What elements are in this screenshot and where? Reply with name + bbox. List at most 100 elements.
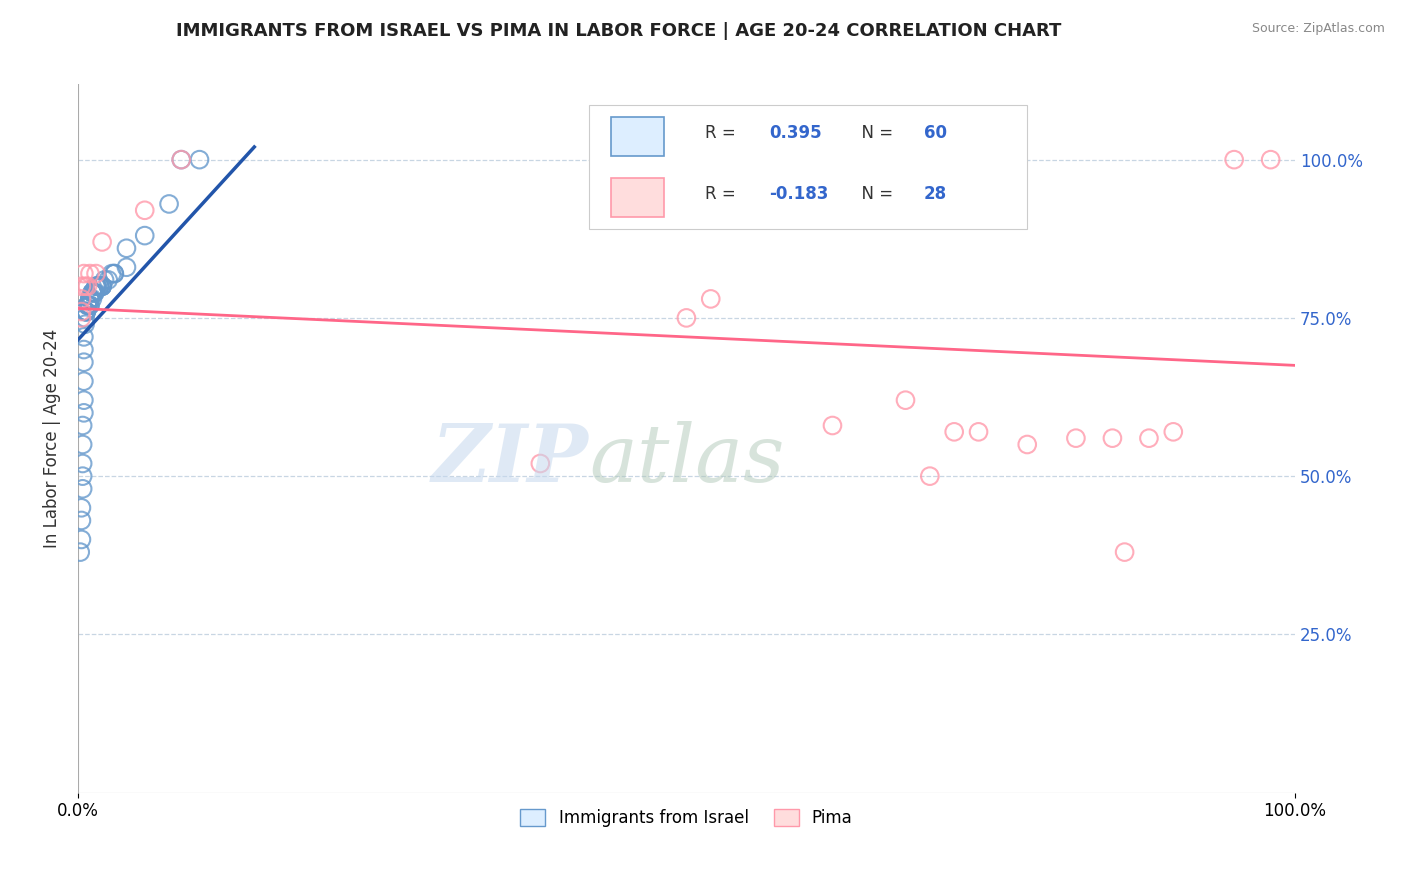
Point [82, 285, 104, 300]
Point [75, 310, 97, 325]
Point [86, 279, 108, 293]
Point [700, 292, 723, 306]
Point [188, 153, 211, 167]
Point [75, 304, 97, 318]
Point [97, 273, 120, 287]
Point [918, 469, 941, 483]
Point [83, 285, 105, 300]
Point [70, 279, 93, 293]
Point [529, 457, 551, 471]
Point [75, 304, 97, 318]
Point [967, 425, 990, 439]
Text: atlas: atlas [589, 421, 785, 499]
Point [103, 267, 125, 281]
Point [73, 355, 96, 369]
Text: IMMIGRANTS FROM ISRAEL VS PIMA IN LABOR FORCE | AGE 20-24 CORRELATION CHART: IMMIGRANTS FROM ISRAEL VS PIMA IN LABOR … [176, 22, 1062, 40]
Point [73, 267, 96, 281]
Point [115, 241, 138, 255]
Point [1101, 431, 1123, 445]
Text: 0.395: 0.395 [769, 124, 821, 143]
Point [943, 425, 966, 439]
Text: R =: R = [704, 185, 741, 202]
Point [1223, 153, 1246, 167]
Point [72, 437, 94, 451]
Point [70, 292, 93, 306]
Point [79, 292, 101, 306]
Point [75, 317, 97, 331]
Point [69, 545, 91, 559]
Point [134, 228, 156, 243]
Point [76, 298, 98, 312]
Point [72, 482, 94, 496]
Text: 28: 28 [924, 185, 946, 202]
Point [72, 469, 94, 483]
FancyBboxPatch shape [612, 118, 665, 156]
Point [675, 310, 697, 325]
Point [89, 279, 111, 293]
Point [91, 279, 114, 293]
Point [79, 298, 101, 312]
Point [70, 304, 93, 318]
Point [79, 267, 101, 281]
Point [1017, 437, 1039, 451]
Point [91, 279, 114, 293]
Point [70, 533, 93, 547]
Text: -0.183: -0.183 [769, 185, 828, 202]
Point [1114, 545, 1136, 559]
Point [72, 457, 94, 471]
Point [76, 298, 98, 312]
Point [101, 267, 124, 281]
Point [1260, 153, 1282, 167]
Point [75, 304, 97, 318]
Y-axis label: In Labor Force | Age 20-24: In Labor Force | Age 20-24 [44, 328, 60, 548]
Point [76, 279, 98, 293]
Text: R =: R = [704, 124, 741, 143]
Point [103, 267, 125, 281]
Point [89, 279, 111, 293]
Point [1137, 431, 1160, 445]
Text: Source: ZipAtlas.com: Source: ZipAtlas.com [1251, 22, 1385, 36]
Point [73, 343, 96, 357]
Point [79, 292, 101, 306]
Point [821, 418, 844, 433]
Point [93, 273, 115, 287]
Point [70, 500, 93, 515]
Point [73, 330, 96, 344]
Point [89, 279, 111, 293]
Point [86, 279, 108, 293]
Point [76, 298, 98, 312]
Point [91, 235, 114, 249]
FancyBboxPatch shape [612, 178, 665, 217]
Point [73, 406, 96, 420]
Point [82, 285, 104, 300]
Point [84, 279, 107, 293]
Legend: Immigrants from Israel, Pima: Immigrants from Israel, Pima [513, 803, 859, 834]
Point [83, 285, 105, 300]
Point [73, 374, 96, 388]
Point [84, 267, 107, 281]
Point [84, 279, 107, 293]
Text: ZIP: ZIP [432, 421, 589, 499]
Point [170, 153, 193, 167]
Point [134, 203, 156, 218]
Point [79, 292, 101, 306]
Text: N =: N = [851, 124, 898, 143]
Point [75, 304, 97, 318]
Point [894, 393, 917, 408]
Point [72, 418, 94, 433]
FancyBboxPatch shape [589, 105, 1028, 229]
Text: N =: N = [851, 185, 898, 202]
Point [115, 260, 138, 275]
Point [1064, 431, 1087, 445]
Point [79, 298, 101, 312]
Point [1161, 425, 1184, 439]
Point [70, 513, 93, 527]
Point [73, 393, 96, 408]
Point [82, 285, 104, 300]
Point [79, 292, 101, 306]
Point [91, 279, 114, 293]
Point [75, 304, 97, 318]
Point [70, 310, 93, 325]
Point [82, 285, 104, 300]
Point [82, 292, 104, 306]
